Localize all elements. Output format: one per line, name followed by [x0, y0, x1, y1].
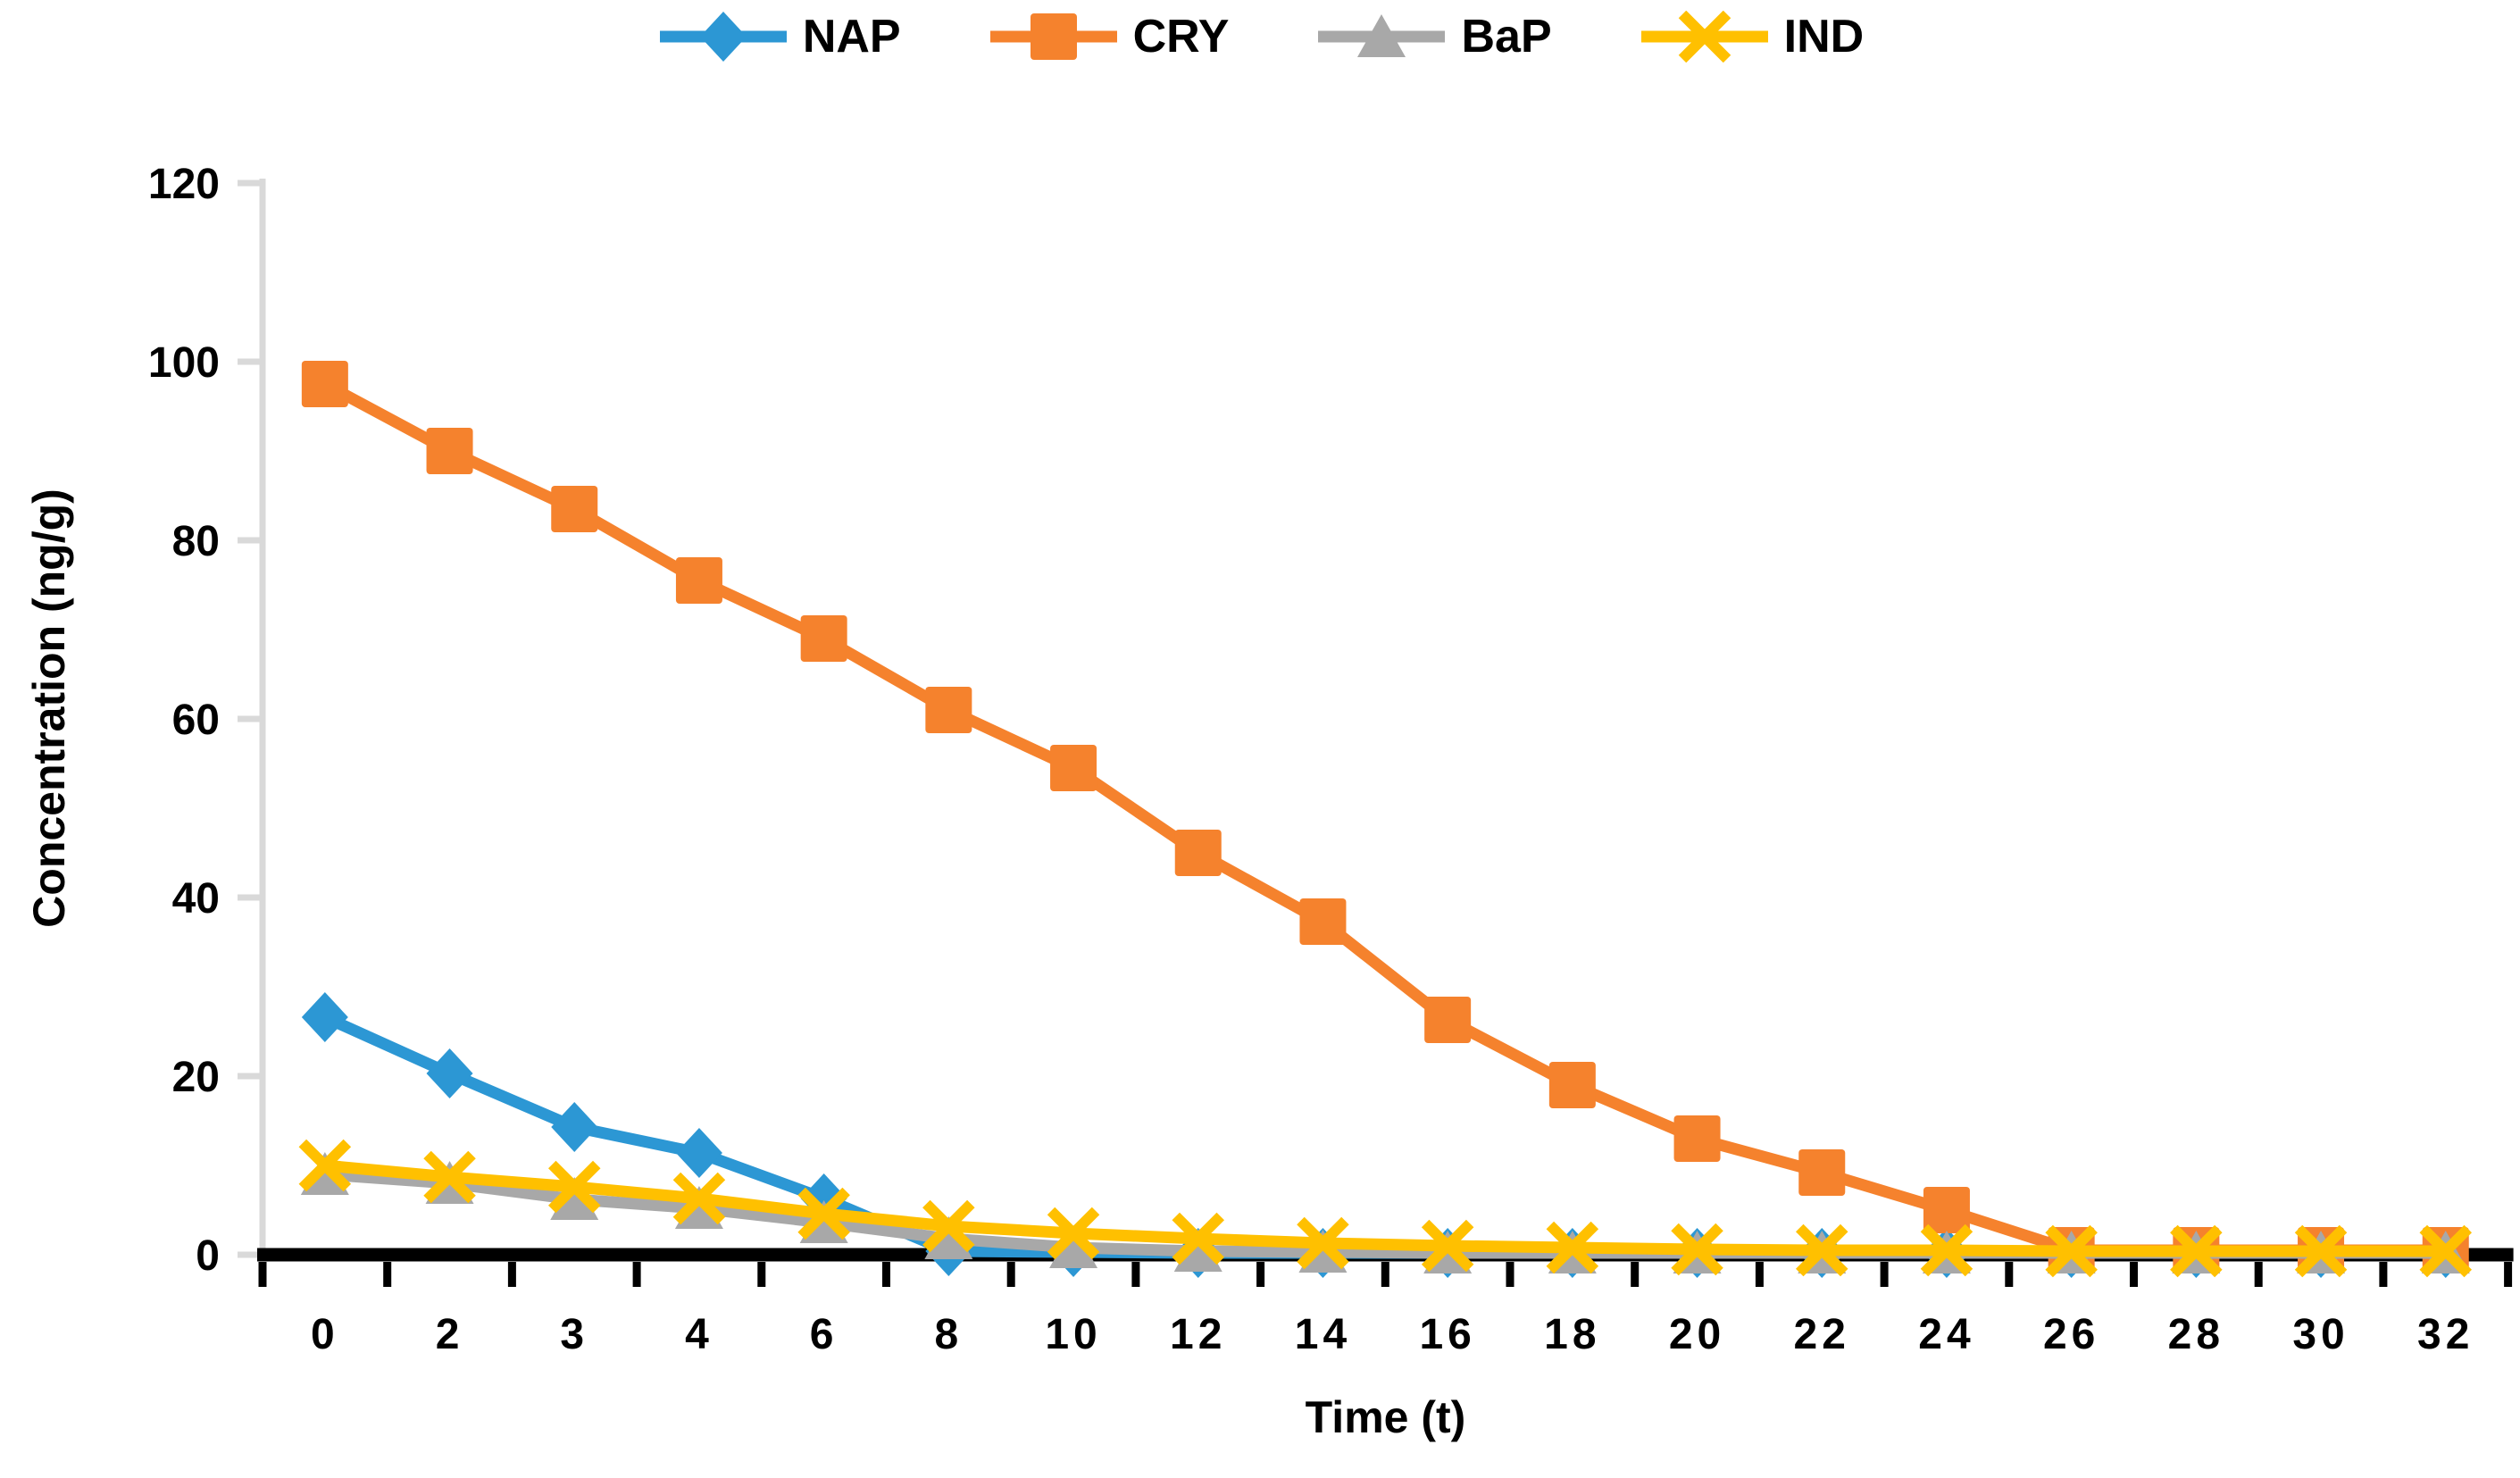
triangle-marker: [1173, 1229, 1222, 1272]
series-line-NAP: [322, 1012, 2446, 1259]
x-tick-label: 14: [1295, 1311, 1351, 1358]
y-tick-label: 20: [172, 1054, 220, 1101]
y-tick-label: 60: [172, 697, 220, 744]
x-marker: [548, 1160, 601, 1214]
square-marker: [1548, 1062, 1596, 1108]
y-tick-label: 0: [196, 1232, 220, 1280]
legend-label-BaP: BaP: [1461, 11, 1552, 63]
triangle-marker: [924, 1216, 973, 1259]
legend-item-NAP: NAP: [656, 11, 901, 63]
x-marker: [1047, 1207, 1100, 1260]
legend-item-IND: IND: [1638, 11, 1865, 63]
series-NAP: [301, 992, 2469, 1278]
x-marker: [797, 1187, 850, 1240]
x-tick-label: 10: [1045, 1311, 1101, 1358]
triangle-marker: [1357, 14, 1406, 57]
x-tick-label: 4: [685, 1311, 713, 1358]
legend-label-CRY: CRY: [1132, 11, 1230, 63]
x-marker: [2045, 1224, 2098, 1278]
x-marker: [1546, 1221, 1599, 1274]
square-marker: [1798, 1149, 1846, 1196]
x-tick-label: 26: [2043, 1311, 2099, 1358]
legend: NAP CRY BaP IND: [0, 11, 2520, 63]
x-marker: [298, 1139, 352, 1192]
x-tick-label: 16: [1419, 1311, 1475, 1358]
square-marker: [675, 557, 722, 604]
x-tick-label: 24: [1918, 1311, 1974, 1358]
x-marker: [922, 1199, 975, 1253]
x-marker: [423, 1150, 476, 1204]
y-tick-label: 100: [148, 339, 220, 387]
square-legend-swatch: [989, 13, 1117, 60]
x-marker: [1297, 1216, 1349, 1270]
square-marker: [1424, 997, 1472, 1043]
legend-label-IND: IND: [1783, 11, 1865, 63]
legend-label-NAP: NAP: [802, 11, 901, 63]
x-marker: [1172, 1212, 1224, 1265]
x-marker: [1920, 1223, 1973, 1277]
x-tick-label: 30: [2292, 1311, 2349, 1358]
y-tick-label: 80: [172, 518, 220, 565]
triangle-marker: [550, 1177, 599, 1220]
square-marker: [1673, 1115, 1721, 1162]
square-marker: [1299, 898, 1347, 945]
x-marker: [1796, 1223, 1848, 1277]
x-marker: [2170, 1224, 2223, 1278]
series-IND: [298, 1139, 2472, 1278]
x-tick-label: 32: [2417, 1311, 2474, 1358]
series-line-CRY: [321, 379, 2446, 1257]
square-marker: [1050, 745, 1097, 791]
x-marker: [2419, 1224, 2472, 1278]
x-tick-label: 0: [311, 1311, 339, 1358]
y-tick-label: 40: [172, 875, 220, 923]
x-marker: [672, 1172, 726, 1225]
square-marker: [551, 486, 598, 532]
diamond-legend-swatch: [659, 12, 787, 62]
diamond-marker: [301, 992, 348, 1042]
square-marker: [1030, 13, 1077, 60]
triangle-legend-swatch: [1318, 14, 1446, 57]
y-tick-label: 120: [148, 161, 220, 208]
diamond-marker: [551, 1102, 598, 1152]
legend-item-BaP: BaP: [1314, 11, 1552, 63]
x-tick-label: 18: [1544, 1311, 1600, 1358]
diamond-marker: [699, 12, 747, 62]
series-line-IND: [324, 1159, 2446, 1257]
x-tick-label: 12: [1170, 1311, 1226, 1358]
x-tick-label: 8: [934, 1311, 963, 1358]
x-marker: [1421, 1219, 1474, 1273]
y-axis: 0 20 40 60 80 100 120: [148, 161, 266, 1280]
diamond-marker: [675, 1128, 722, 1178]
square-marker: [426, 428, 473, 474]
x-tick-label: 28: [2168, 1311, 2224, 1358]
x-axis-title: Time (t): [1305, 1392, 1466, 1442]
x-marker: [1678, 11, 1731, 63]
square-marker: [301, 361, 348, 407]
x-marker: [1671, 1223, 1723, 1276]
x-tick-label: 20: [1669, 1311, 1725, 1358]
triangle-marker: [1049, 1225, 1098, 1268]
square-marker: [800, 615, 847, 662]
x-tick-label: 2: [436, 1311, 464, 1358]
triangle-marker: [674, 1186, 723, 1229]
x-tick-label: 6: [810, 1311, 839, 1358]
y-axis-title: Concentration (ng/g): [24, 488, 74, 928]
x-tick-label: 3: [560, 1311, 588, 1358]
legend-item-CRY: CRY: [987, 11, 1230, 63]
x-legend-swatch: [1640, 11, 1768, 63]
diamond-marker: [426, 1048, 473, 1098]
square-marker: [925, 687, 972, 733]
x-marker: [2294, 1224, 2348, 1278]
x-tick-label: 22: [1794, 1311, 1850, 1358]
square-marker: [1923, 1187, 1970, 1233]
square-marker: [1174, 830, 1222, 876]
